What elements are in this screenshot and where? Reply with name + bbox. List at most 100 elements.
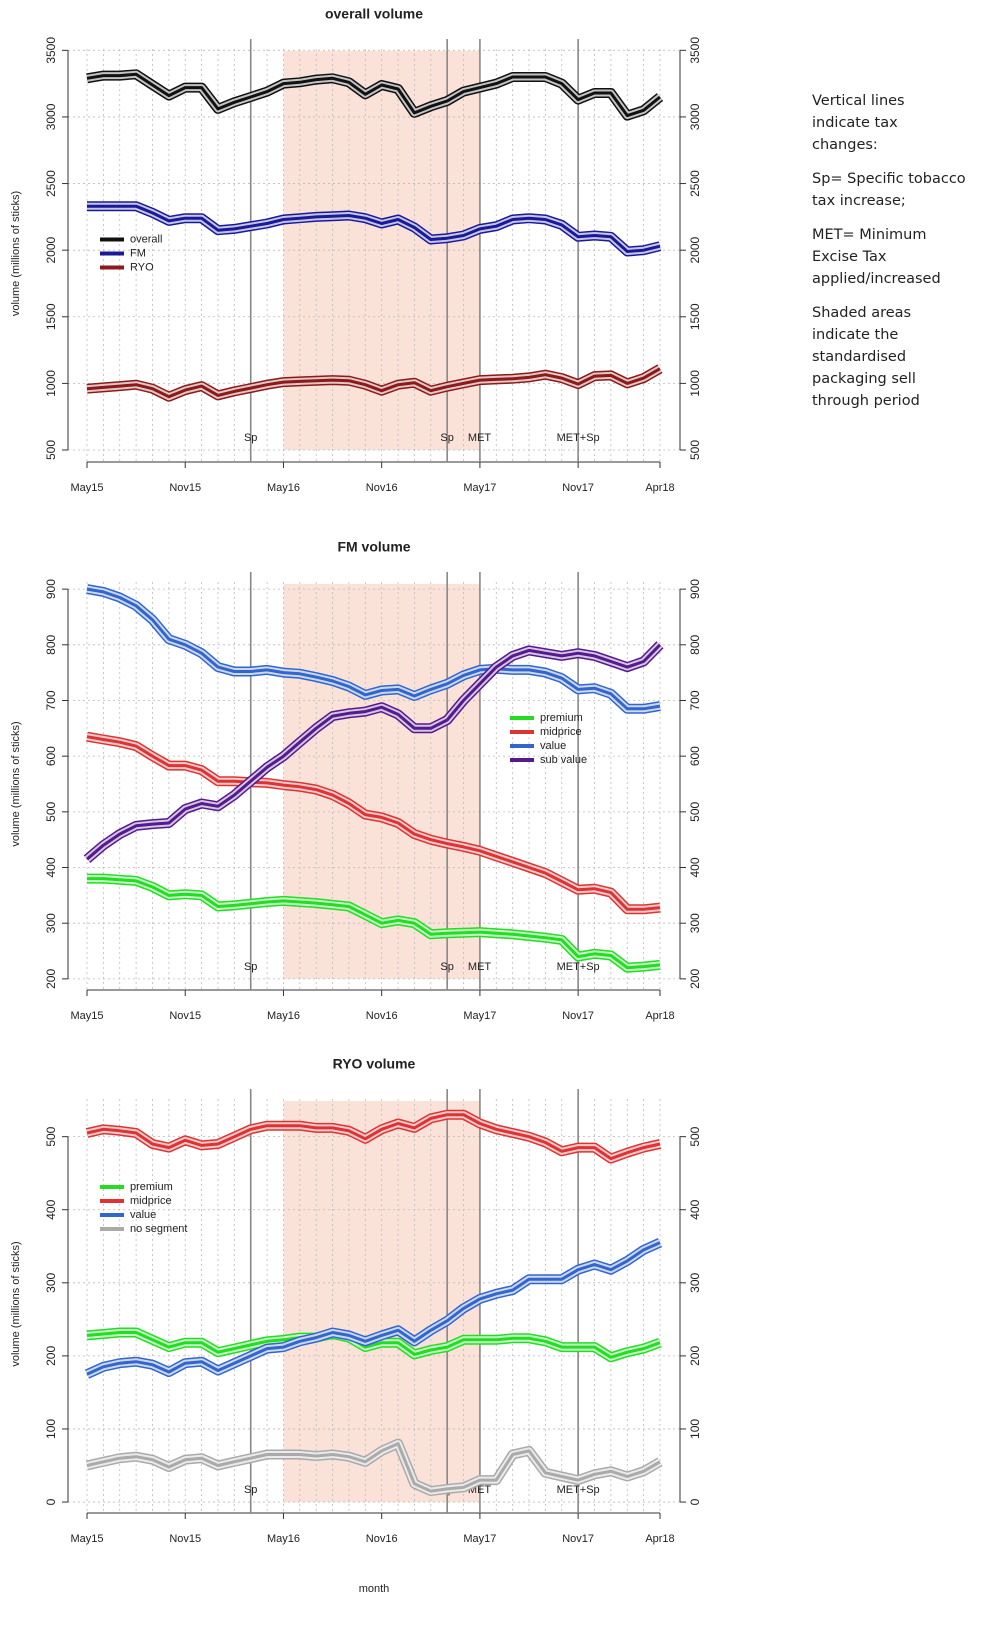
note-line: tax increase; [812, 193, 906, 209]
x-tick-label: Nov15 [169, 482, 201, 494]
y-tick-label: 0 [44, 1498, 58, 1505]
y-tick-label: 3500 [44, 37, 58, 64]
y-tick-label: 3000 [688, 103, 702, 130]
y-tick-label: 0 [688, 1498, 702, 1505]
note-paragraph: Shaded areas indicate the standardised pack… [812, 302, 966, 412]
event-label: Sp [244, 432, 257, 444]
x-tick-label: May15 [70, 482, 103, 494]
x-tick-label: May16 [267, 1533, 300, 1545]
y-axis-label: volume (millions of sticks) [10, 191, 22, 316]
event-label: MET+Sp [557, 1484, 600, 1496]
y-tick-label: 1500 [688, 303, 702, 330]
y-tick-label: 800 [688, 634, 702, 654]
note-paragraph: Vertical lines indicate tax changes: [812, 90, 966, 156]
note-line: through period [812, 393, 920, 409]
series-line [86, 72, 661, 118]
event-label: Sp [244, 961, 257, 973]
event-label: MET+Sp [557, 961, 600, 973]
event-label: MET [468, 961, 492, 973]
chart-title: overall volume [325, 6, 423, 22]
series-line [86, 367, 661, 399]
series-line [87, 877, 661, 970]
y-tick-label: 600 [688, 746, 702, 766]
x-tick-label: May17 [463, 1010, 496, 1022]
y-tick-label: 600 [44, 746, 58, 766]
x-tick-label: May16 [267, 482, 300, 494]
y-tick-label: 1000 [44, 370, 58, 397]
legend-label: sub value [540, 754, 587, 766]
x-tick-label: Nov17 [562, 482, 594, 494]
y-tick-label: 2000 [44, 236, 58, 263]
x-tick-label: Nov17 [562, 1010, 594, 1022]
series-line [87, 204, 661, 253]
y-tick-label: 1500 [44, 303, 58, 330]
series-line [86, 1241, 661, 1376]
event-label: Sp [244, 1484, 257, 1496]
y-tick-label: 800 [44, 634, 58, 654]
note-line: Vertical lines [812, 93, 905, 109]
x-tick-label: Nov15 [169, 1533, 201, 1545]
x-tick-label: Nov17 [562, 1533, 594, 1545]
shaded-period [283, 1101, 480, 1503]
note-line: applied/increased [812, 271, 941, 287]
y-tick-label: 300 [44, 1272, 58, 1292]
y-tick-label: 500 [688, 440, 702, 460]
y-tick-label: 500 [44, 440, 58, 460]
y-tick-label: 2500 [688, 170, 702, 197]
legend-label: FM [130, 247, 146, 259]
note-line: MET= Minimum [812, 227, 927, 243]
chart-title: RYO volume [333, 1056, 416, 1072]
note-paragraph: Sp= Specific tobacco tax increase; [812, 168, 966, 212]
y-tick-label: 900 [688, 579, 702, 599]
charts: overall volume volume (millions of sticks… [10, 6, 702, 1595]
y-tick-label: 2000 [688, 236, 702, 263]
y-tick-label: 400 [688, 857, 702, 877]
x-tick-label: Apr18 [645, 1533, 674, 1545]
y-tick-label: 200 [44, 969, 58, 989]
note-line: Excise Tax [812, 249, 887, 265]
x-tick-label: Nov15 [169, 1010, 201, 1022]
note-line: Shaded areas [812, 305, 912, 321]
legend-label: overall [130, 233, 162, 245]
series-line [86, 1442, 661, 1493]
y-tick-label: 700 [44, 690, 58, 710]
x-tick-label: May16 [267, 1010, 300, 1022]
y-tick-label: 500 [688, 802, 702, 822]
x-tick-label: May15 [70, 1010, 103, 1022]
legend-label: RYO [130, 261, 154, 273]
x-tick-label: Nov16 [366, 1533, 398, 1545]
legend-label: midprice [130, 1195, 172, 1207]
y-tick-label: 200 [688, 969, 702, 989]
y-tick-label: 1000 [688, 370, 702, 397]
legend-label: value [130, 1209, 156, 1221]
note-line: changes: [812, 137, 878, 153]
y-tick-label: 2500 [44, 170, 58, 197]
y-tick-label: 900 [44, 579, 58, 599]
legend-label: midprice [540, 726, 582, 738]
x-tick-label: Apr18 [645, 482, 674, 494]
y-axis-label: volume (millions of sticks) [10, 721, 22, 846]
series-line [86, 1113, 661, 1161]
event-label: Sp [440, 432, 453, 444]
note-line: indicate the [812, 327, 899, 343]
y-tick-label: 3500 [688, 37, 702, 64]
x-axis-label: month [359, 1583, 390, 1595]
y-tick-label: 3000 [44, 103, 58, 130]
y-tick-label: 500 [44, 1126, 58, 1146]
x-tick-label: May17 [463, 1533, 496, 1545]
series-line [86, 1331, 661, 1359]
event-label: MET+Sp [557, 432, 600, 444]
y-tick-label: 700 [688, 690, 702, 710]
note-line: Sp= Specific tobacco [812, 171, 966, 187]
y-tick-label: 400 [44, 857, 58, 877]
y-axis-label: volume (millions of sticks) [10, 1241, 22, 1366]
series-line [86, 643, 662, 861]
y-tick-label: 300 [44, 913, 58, 933]
y-tick-label: 100 [688, 1419, 702, 1439]
note-line: standardised [812, 349, 907, 365]
series-line [86, 587, 661, 711]
x-tick-label: Apr18 [645, 1010, 674, 1022]
x-tick-label: Nov16 [366, 482, 398, 494]
notes: Vertical lines indicate tax changes: Sp= Sp… [812, 90, 966, 424]
